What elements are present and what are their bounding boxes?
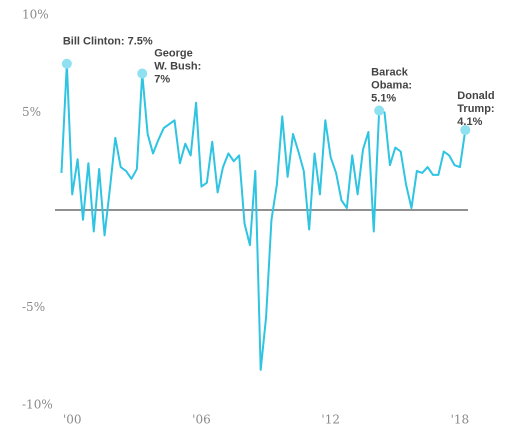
- y-tick-label: 5%: [22, 105, 41, 119]
- annotation-text: Donald: [457, 90, 494, 102]
- x-tick-label: '18: [451, 413, 470, 427]
- annotation-text: 4.1%: [457, 116, 482, 128]
- annotation-text: George: [154, 47, 193, 59]
- annotation-dot: [61, 58, 72, 69]
- x-tick-label: '00: [63, 413, 82, 427]
- annotation-text: Obama:: [371, 79, 412, 91]
- y-tick-label: 10%: [22, 8, 49, 22]
- annotation-text: W. Bush:: [154, 60, 201, 72]
- annotation-text: Trump:: [457, 103, 494, 115]
- annotation-dot: [374, 105, 385, 116]
- annotation-text: Bill Clinton: 7.5%: [63, 36, 153, 48]
- annotation-text: Barack: [371, 66, 409, 78]
- y-tick-label: -5%: [22, 300, 45, 314]
- annotation-dot: [137, 68, 148, 79]
- x-tick-label: '06: [192, 413, 211, 427]
- y-tick-label: -10%: [22, 398, 53, 412]
- annotation-text: 7%: [154, 73, 170, 85]
- x-tick-label: '12: [321, 413, 340, 427]
- annotation-text: 5.1%: [371, 92, 396, 104]
- data-line: [60, 62, 467, 371]
- annotation-dot: [460, 125, 471, 136]
